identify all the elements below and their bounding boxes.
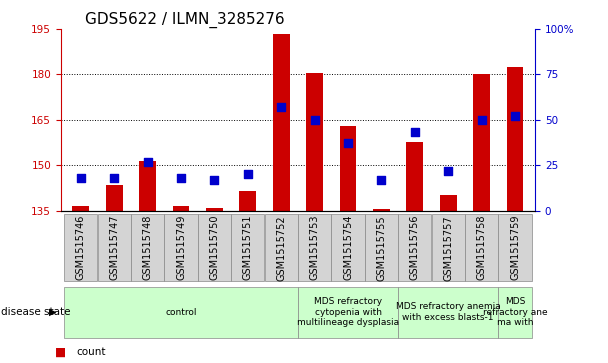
Bar [432,214,465,281]
Bar [264,214,298,281]
Bar [499,287,532,338]
Bar [499,214,531,281]
Bar [298,214,331,281]
Text: GSM1515757: GSM1515757 [443,215,453,281]
Point [443,168,453,174]
Bar [407,143,423,211]
Text: GSM1515748: GSM1515748 [143,215,153,281]
Bar [398,287,499,338]
Bar [206,208,223,211]
Bar [64,287,298,338]
Point [109,175,119,181]
Bar [231,214,264,281]
Bar [106,185,123,211]
Text: GSM1515754: GSM1515754 [343,215,353,281]
Bar [165,214,198,281]
Point [343,140,353,146]
Point [210,177,219,183]
Bar [398,214,431,281]
Point [176,175,186,181]
Bar [306,73,323,211]
Text: count: count [76,347,106,357]
Text: MDS refractory
cytopenia with
multilineage dysplasia: MDS refractory cytopenia with multilinea… [297,297,399,327]
Point [277,104,286,110]
Bar [331,214,365,281]
Text: GSM1515750: GSM1515750 [209,215,219,281]
Text: MDS refractory anemia
with excess blasts-1: MDS refractory anemia with excess blasts… [396,302,500,322]
Point [376,177,386,183]
Bar [365,214,398,281]
Text: GSM1515751: GSM1515751 [243,215,253,281]
Bar [72,206,89,211]
Text: GSM1515752: GSM1515752 [276,215,286,281]
Text: MDS
refractory ane
ma with: MDS refractory ane ma with [483,297,547,327]
Point [410,130,420,135]
Point [477,117,486,123]
Bar [473,74,490,211]
Text: GSM1515758: GSM1515758 [477,215,486,281]
Bar [131,214,164,281]
Text: GSM1515746: GSM1515746 [76,215,86,281]
Text: control: control [165,308,197,317]
Text: GSM1515749: GSM1515749 [176,215,186,281]
Text: GSM1515756: GSM1515756 [410,215,420,281]
Text: ▶: ▶ [49,307,56,317]
Point [309,117,319,123]
Bar [98,214,131,281]
Point [510,113,520,119]
Point [143,159,153,164]
Text: GDS5622 / ILMN_3285276: GDS5622 / ILMN_3285276 [85,12,284,28]
Text: GSM1515755: GSM1515755 [376,215,387,281]
Bar [340,126,356,211]
Bar [198,214,231,281]
Point [76,175,86,181]
Text: disease state: disease state [1,307,70,317]
Bar [240,191,256,211]
Text: ■: ■ [55,346,66,359]
Bar [465,214,498,281]
Bar [64,214,97,281]
Bar [506,67,523,211]
Bar [373,209,390,211]
Bar [298,287,398,338]
Bar [139,160,156,211]
Text: GSM1515753: GSM1515753 [309,215,320,281]
Bar [440,195,457,211]
Point [243,171,253,177]
Bar [173,206,189,211]
Text: GSM1515759: GSM1515759 [510,215,520,281]
Text: GSM1515747: GSM1515747 [109,215,119,281]
Bar [273,33,289,211]
